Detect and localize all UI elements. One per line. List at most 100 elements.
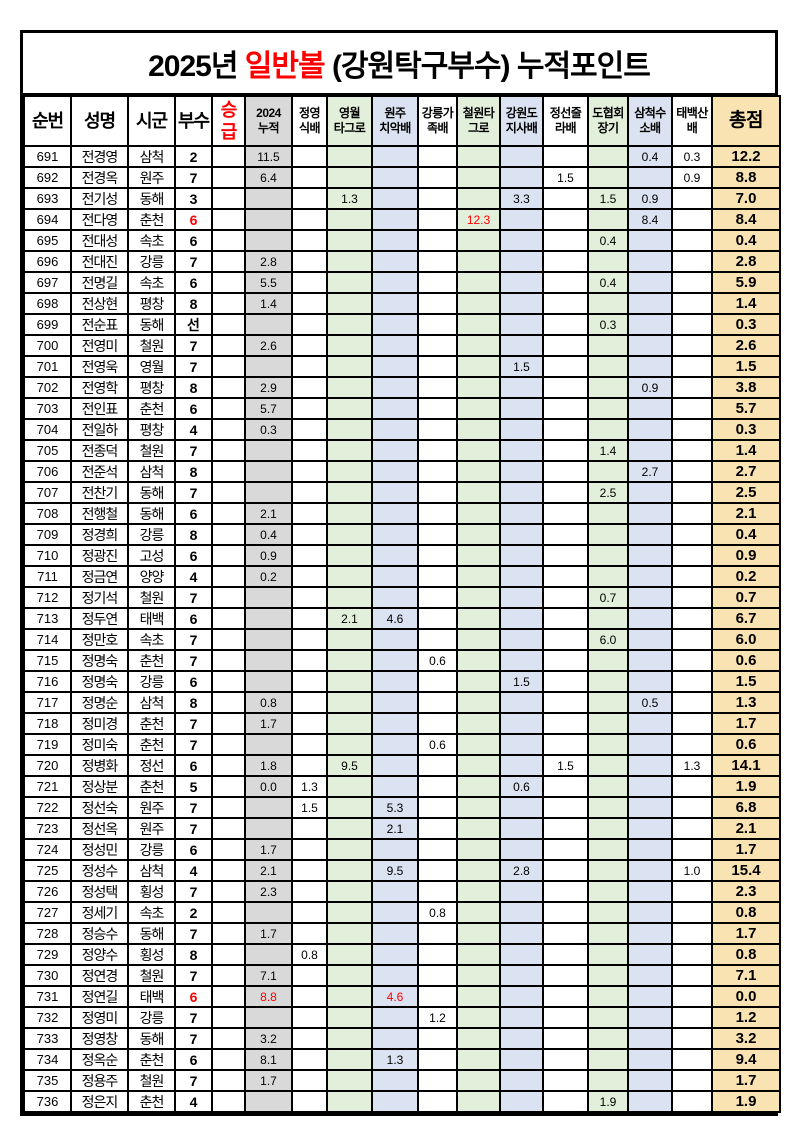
cell-dh <box>587 838 629 861</box>
cell-jy <box>291 607 328 630</box>
cell-wj <box>371 376 419 399</box>
cell-promo <box>211 817 246 840</box>
cell-jy <box>291 901 328 924</box>
cell-js <box>542 292 589 315</box>
cell-jy <box>291 166 328 189</box>
cell-p2024 <box>244 901 293 924</box>
cell-name: 정경희 <box>70 523 129 546</box>
page-title: 2025년 일반볼 (강원탁구부수) 누적포인트 <box>23 33 775 95</box>
cell-yw <box>326 733 373 756</box>
cell-name: 정기석 <box>70 586 129 609</box>
table-row: 695 전대성 속초 6 0.4 0.4 <box>23 229 781 252</box>
cell-dh <box>587 901 629 924</box>
cell-yw <box>326 817 373 840</box>
cell-dh: 0.3 <box>587 313 629 336</box>
cell-total: 8.4 <box>711 208 781 231</box>
cell-dh <box>587 649 629 672</box>
cell-gwd <box>499 1090 544 1113</box>
cell-yw: 2.1 <box>326 607 373 630</box>
cell-wj <box>371 523 419 546</box>
cell-cw <box>456 1048 501 1071</box>
cell-js <box>542 880 589 903</box>
cell-jy <box>291 271 328 294</box>
cell-p2024: 2.6 <box>244 334 293 357</box>
cell-p2024: 1.4 <box>244 292 293 315</box>
cell-cw <box>456 502 501 525</box>
cell-jy <box>291 586 328 609</box>
cell-wj: 4.6 <box>371 607 419 630</box>
cell-tb <box>671 817 713 840</box>
cell-busu: 8 <box>174 292 213 315</box>
cell-cw: 12.3 <box>456 208 501 231</box>
cell-tb <box>671 901 713 924</box>
cell-cw <box>456 334 501 357</box>
cell-promo <box>211 1006 246 1029</box>
cell-no: 716 <box>23 670 72 693</box>
cell-gn <box>417 922 458 945</box>
cell-wj <box>371 670 419 693</box>
cell-name: 정미숙 <box>70 733 129 756</box>
cell-busu: 6 <box>174 838 213 861</box>
cell-promo <box>211 187 246 210</box>
col-header-dh: 도협회 장기 <box>587 95 629 147</box>
cell-jy: 1.3 <box>291 775 328 798</box>
cell-wj <box>371 313 419 336</box>
cell-total: 0.3 <box>711 313 781 336</box>
cell-name: 정연경 <box>70 964 129 987</box>
cell-cw <box>456 1069 501 1092</box>
cell-wj <box>371 460 419 483</box>
cell-promo <box>211 1048 246 1071</box>
cell-yw <box>326 1069 373 1092</box>
cell-p2024 <box>244 439 293 462</box>
cell-cw <box>456 1027 501 1050</box>
cell-gn <box>417 985 458 1008</box>
cell-total: 2.3 <box>711 880 781 903</box>
cell-gn <box>417 397 458 420</box>
cell-p2024 <box>244 229 293 252</box>
table-row: 699 전순표 동해 선 0.3 0.3 <box>23 313 781 336</box>
cell-no: 693 <box>23 187 72 210</box>
cell-js <box>542 775 589 798</box>
cell-dh <box>587 1027 629 1050</box>
cell-no: 727 <box>23 901 72 924</box>
cell-tb <box>671 670 713 693</box>
table-row: 723 정선옥 원주 7 2.1 2.1 <box>23 817 781 840</box>
cell-jy <box>291 145 328 168</box>
cell-wj <box>371 271 419 294</box>
cell-yw <box>326 271 373 294</box>
cell-jy <box>291 733 328 756</box>
cell-js <box>542 607 589 630</box>
cell-wj <box>371 355 419 378</box>
cell-sc <box>627 670 673 693</box>
cell-city: 삼척 <box>127 145 176 168</box>
cell-name: 전경영 <box>70 145 129 168</box>
table-row: 706 전준석 삼척 8 2.7 2.7 <box>23 460 781 483</box>
cell-name: 전다영 <box>70 208 129 231</box>
cell-promo <box>211 985 246 1008</box>
table-row: 733 정영창 동해 7 3.2 3.2 <box>23 1027 781 1050</box>
cell-cw <box>456 313 501 336</box>
cell-no: 715 <box>23 649 72 672</box>
cell-p2024 <box>244 817 293 840</box>
cell-sc <box>627 166 673 189</box>
cell-yw <box>326 334 373 357</box>
cell-no: 717 <box>23 691 72 714</box>
cell-gwd <box>499 334 544 357</box>
cell-gn <box>417 817 458 840</box>
cell-cw <box>456 376 501 399</box>
cell-promo <box>211 250 246 273</box>
cell-promo <box>211 271 246 294</box>
cell-name: 정미경 <box>70 712 129 735</box>
cell-p2024: 1.7 <box>244 712 293 735</box>
cell-sc <box>627 355 673 378</box>
cell-promo <box>211 355 246 378</box>
cell-wj <box>371 187 419 210</box>
cell-sc <box>627 502 673 525</box>
cell-cw <box>456 691 501 714</box>
cell-total: 1.5 <box>711 355 781 378</box>
cell-city: 동해 <box>127 187 176 210</box>
cell-name: 전일하 <box>70 418 129 441</box>
cell-promo <box>211 376 246 399</box>
cell-p2024: 1.7 <box>244 1069 293 1092</box>
cell-busu: 7 <box>174 712 213 735</box>
